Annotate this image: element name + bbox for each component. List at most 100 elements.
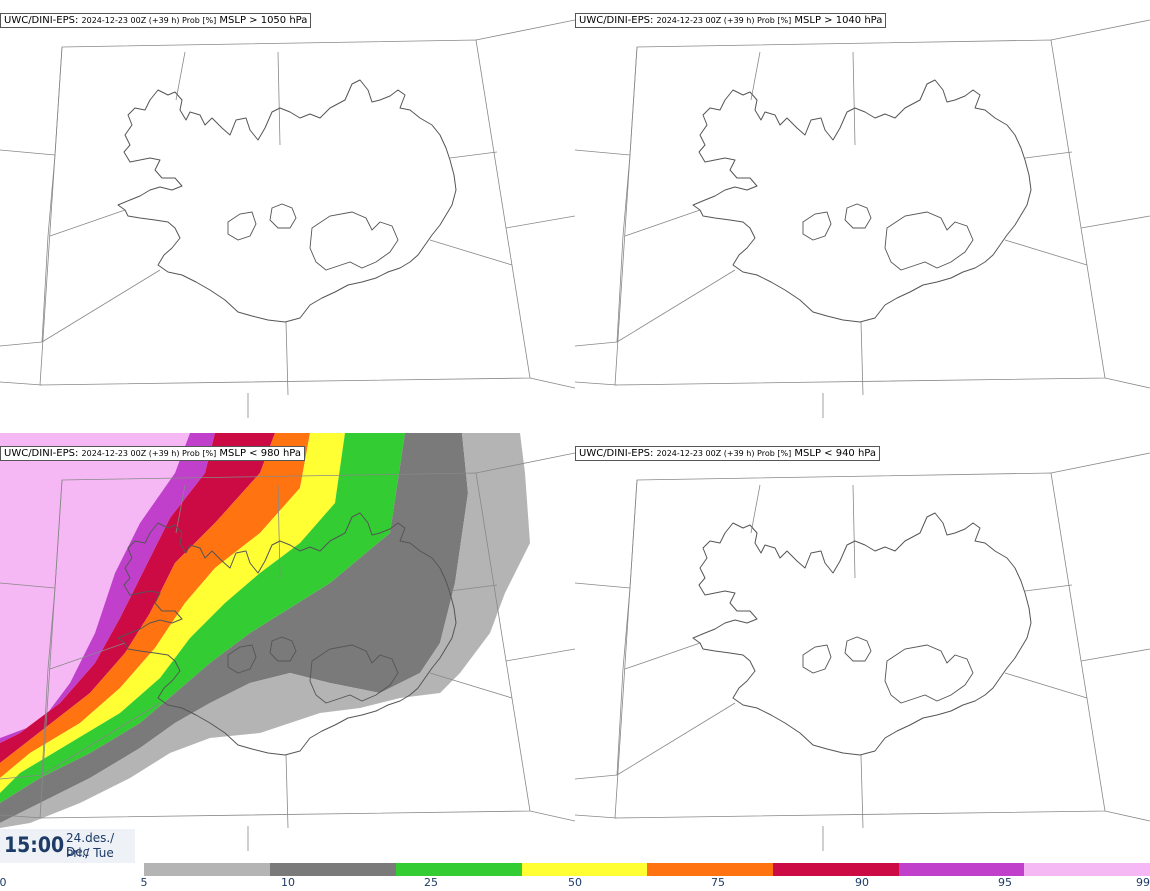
map-canvas (575, 19, 1150, 418)
valid-time: 15:00 (4, 833, 65, 857)
map-grid-line (1050, 452, 1150, 474)
map-grid-line (1050, 19, 1150, 41)
variable-name: MSLP < 940 hPa (794, 448, 877, 459)
map-grid-line (1080, 648, 1150, 662)
map-grid-line (1004, 672, 1088, 699)
map-panel-mslp-gt-1040: UWC/DINI-EPS: 2024-12-23 00Z (+39 h) Pro… (575, 0, 1150, 430)
panel-title: UWC/DINI-EPS: 2024-12-23 00Z (+39 h) Pro… (575, 446, 881, 461)
model-name: UWC/DINI-EPS (4, 448, 75, 459)
glacier-outline (269, 203, 297, 229)
map-grid-line (285, 754, 289, 829)
colorbar-segment (1024, 863, 1150, 876)
map-grid-line (49, 209, 126, 237)
map-grid-line (616, 269, 736, 343)
map-grid-line (0, 341, 43, 347)
glacier-outline (227, 644, 257, 674)
map-grid-line (449, 584, 498, 592)
map-grid-line (529, 377, 575, 389)
colorbar-tick-label: 50 (568, 876, 582, 889)
map-grid-line (852, 51, 856, 146)
panel-title: UWC/DINI-EPS: 2024-12-23 00Z (+39 h) Pro… (0, 446, 306, 461)
probability-band (0, 433, 405, 803)
map-grid-line (575, 381, 618, 386)
glacier-outline (802, 644, 832, 674)
iceland-coastline (692, 512, 1032, 756)
colorbar-segment (521, 863, 648, 876)
map-grid-line (1024, 584, 1073, 592)
valid-time-box: 15:00 24.des./ Dec Þri./ Tue (0, 829, 135, 863)
run-info: 2024-12-23 00Z (+39 h) Prob [%] (81, 449, 217, 458)
map-grid-line (505, 215, 575, 229)
map-grid-line (0, 381, 43, 386)
probability-band (0, 433, 275, 763)
run-info: 2024-12-23 00Z (+39 h) Prob [%] (656, 449, 792, 458)
map-grid-line (750, 484, 761, 534)
map-grid-line (1024, 151, 1073, 159)
iceland-coastline (692, 79, 1032, 323)
probability-band (0, 433, 310, 778)
map-panel-mslp-lt-980: UWC/DINI-EPS: 2024-12-23 00Z (+39 h) Pro… (0, 433, 575, 863)
map-grid-line (575, 814, 618, 819)
map-grid-line (49, 642, 126, 670)
probability-band (0, 433, 468, 823)
map-grid-line (0, 814, 43, 819)
map-grid-line (41, 702, 161, 776)
map-grid-line (0, 582, 56, 589)
map-grid-line (1080, 215, 1150, 229)
glacier-outline (227, 211, 257, 241)
map-grid-line (285, 321, 289, 396)
glacier-outline (802, 211, 832, 241)
probability-band (0, 433, 345, 793)
map-grid-line (1104, 377, 1150, 389)
glacier-outline (309, 211, 399, 271)
variable-name: MSLP > 1050 hPa (219, 15, 308, 26)
map-grid-line (614, 39, 1106, 386)
map-grid-line (860, 754, 864, 829)
model-name: UWC/DINI-EPS (579, 15, 650, 26)
run-info: 2024-12-23 00Z (+39 h) Prob [%] (81, 16, 217, 25)
panel-title: UWC/DINI-EPS: 2024-12-23 00Z (+39 h) Pro… (0, 13, 312, 28)
glacier-outline (844, 636, 872, 662)
colorbar-tick-label: 90 (855, 876, 869, 889)
map-grid-line (277, 51, 281, 146)
map-grid-line (1104, 810, 1150, 822)
model-name: UWC/DINI-EPS (4, 15, 75, 26)
map-grid-line (429, 239, 513, 266)
map-grid-line (175, 51, 186, 101)
map-grid-line (575, 341, 618, 347)
map-canvas (575, 452, 1150, 851)
map-grid-line (429, 672, 513, 699)
glacier-outline (309, 644, 399, 704)
map-grid-line (449, 151, 498, 159)
map-grid-line (575, 149, 631, 156)
map-grid-line (860, 321, 864, 396)
colorbar-segment (395, 863, 522, 876)
map-grid-line (41, 269, 161, 343)
map-grid-line (41, 46, 63, 343)
map-grid-line (616, 702, 736, 776)
map-grid-line (616, 46, 638, 343)
map-grid-line (614, 472, 1106, 819)
valid-date: 24.des./ Dec (66, 831, 115, 859)
map-grid-line (575, 582, 631, 589)
variable-name: MSLP > 1040 hPa (794, 15, 883, 26)
map-grid-line (175, 484, 186, 534)
colorbar-tick-label: 10 (281, 876, 295, 889)
map-grid-line (624, 642, 701, 670)
iceland-coastline (117, 79, 457, 323)
map-grid-line (852, 484, 856, 579)
colorbar (144, 863, 1150, 876)
colorbar-tick-label: 99 (1136, 876, 1150, 889)
panel-title: UWC/DINI-EPS: 2024-12-23 00Z (+39 h) Pro… (575, 13, 887, 28)
map-canvas (0, 19, 575, 418)
valid-weekday: Þri./ Tue (66, 846, 114, 860)
map-grid-line (475, 19, 575, 41)
glacier-outline (884, 644, 974, 704)
run-info: 2024-12-23 00Z (+39 h) Prob [%] (656, 16, 792, 25)
colorbar-ticks: 0 5 10 25 50 75 90 95 99 (0, 876, 1150, 891)
colorbar-segment (647, 863, 773, 876)
probability-band (0, 433, 215, 743)
map-grid-line (616, 479, 638, 776)
probability-band (0, 433, 190, 738)
colorbar-tick-label: 5 (140, 876, 148, 889)
